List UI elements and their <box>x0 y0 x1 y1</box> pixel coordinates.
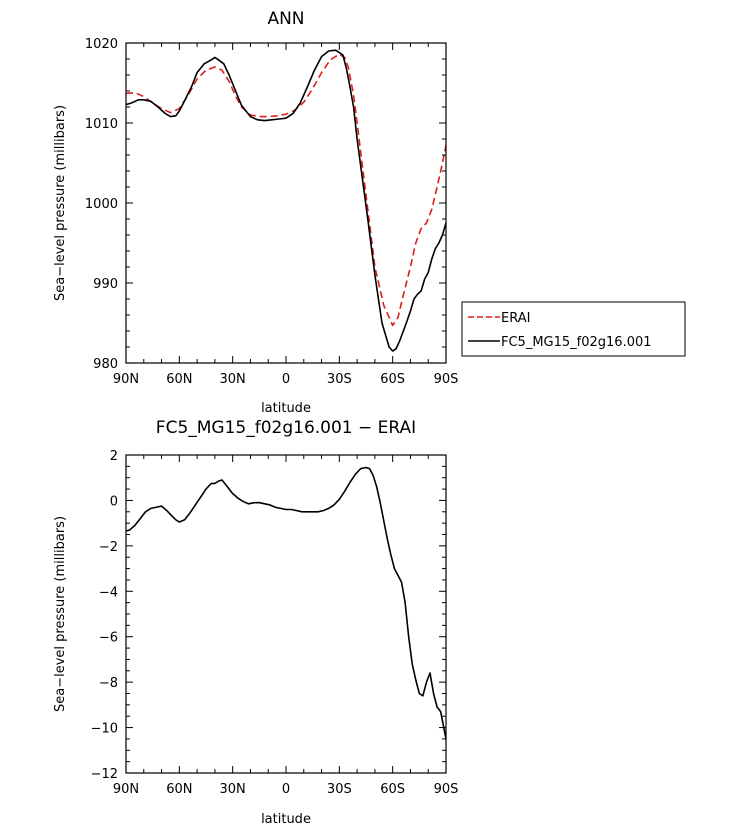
top-chart: ANN Sea−level pressure (millibars) latit… <box>53 9 686 416</box>
bottom-chart-y-tick-label: 2 <box>110 449 118 464</box>
bottom-chart-x-tick-label: 30S <box>327 782 352 797</box>
top-chart-x-tick-label: 90N <box>113 372 139 387</box>
top-chart-y-tick-label: 1000 <box>85 197 118 212</box>
top-chart-y-tick-label: 1010 <box>85 117 118 132</box>
top-chart-xlabel: latitude <box>261 401 311 416</box>
top-chart-tick-layer: 90N 60N 30N 0 30S 60S 90S 980 990 1000 1010 1020 <box>85 37 458 387</box>
bottom-chart-y-tick-label: −10 <box>91 722 118 737</box>
top-chart-x-tick-label: 30S <box>327 372 352 387</box>
bottom-chart-ylabel: Sea−level pressure (millibars) <box>53 516 68 712</box>
top-chart-x-tick-label: 30N <box>220 372 246 387</box>
top-chart-legend: ERAI FC5_MG15_f02g16.001 <box>461 301 686 357</box>
bottom-chart-x-tick-label: 0 <box>282 782 290 797</box>
bottom-chart-y-tick-label: −12 <box>91 767 118 782</box>
bottom-chart-tick-layer: 90N 60N 30N 0 30S 60S 90S −12 −10 −8 −6 −4 −2 0 2 <box>91 449 459 797</box>
top-chart-ylabel: Sea−level pressure (millibars) <box>53 105 68 301</box>
top-chart-series-erai-line <box>125 53 447 327</box>
top-chart-x-tick-label: 0 <box>282 372 290 387</box>
bottom-chart-y-tick-label: −2 <box>99 540 118 555</box>
bottom-chart-y-tick-label: −4 <box>99 585 118 600</box>
bottom-chart-series-difference-line <box>125 466 447 740</box>
bottom-chart-y-tick-label: −8 <box>99 676 118 691</box>
bottom-chart-y-tick-label: −6 <box>99 631 118 646</box>
bottom-chart-title: FC5_MG15_f02g16.001 − ERAI <box>156 418 416 438</box>
top-chart-series-layer <box>125 49 447 352</box>
top-chart-x-tick-label: 60N <box>166 372 192 387</box>
legend-model-label: FC5_MG15_f02g16.001 <box>501 335 652 350</box>
top-chart-y-tick-label: 990 <box>93 277 118 292</box>
top-chart-series-fc5-mg15-f02g16-001-line <box>125 49 447 352</box>
bottom-chart-x-tick-label: 90N <box>113 782 139 797</box>
bottom-chart-series-layer <box>125 466 447 740</box>
legend-erai-label: ERAI <box>501 311 530 326</box>
bottom-chart-x-tick-label: 60S <box>380 782 405 797</box>
top-chart-title: ANN <box>267 9 304 29</box>
top-chart-y-tick-label: 1020 <box>85 37 118 52</box>
bottom-chart-x-tick-label: 90S <box>434 782 459 797</box>
legend-box <box>461 301 686 357</box>
bottom-chart-x-tick-label: 60N <box>166 782 192 797</box>
top-chart-x-tick-label: 90S <box>434 372 459 387</box>
bottom-chart-x-tick-label: 30N <box>220 782 246 797</box>
bottom-chart-xlabel: latitude <box>261 812 311 827</box>
bottom-chart: FC5_MG15_f02g16.001 − ERAI Sea−level pre… <box>53 418 458 827</box>
top-chart-y-tick-label: 980 <box>93 357 118 372</box>
bottom-chart-y-tick-label: 0 <box>110 494 118 509</box>
top-chart-x-tick-label: 60S <box>380 372 405 387</box>
